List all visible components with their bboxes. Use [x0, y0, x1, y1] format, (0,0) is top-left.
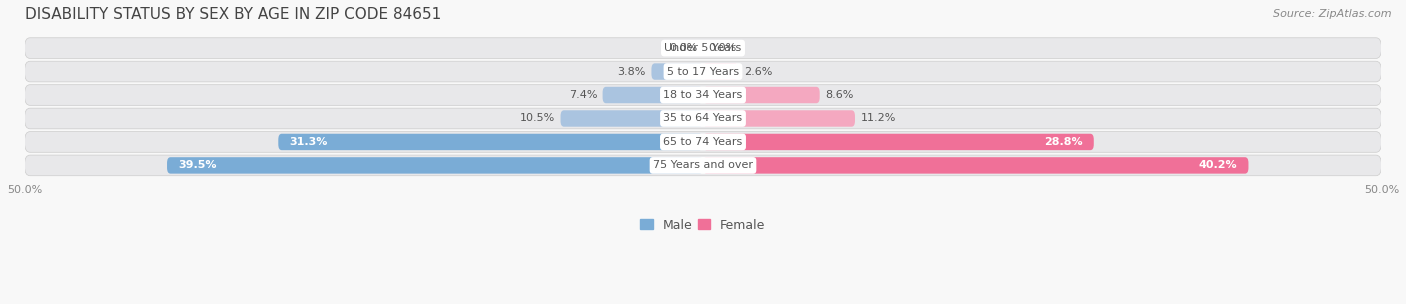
- Text: DISABILITY STATUS BY SEX BY AGE IN ZIP CODE 84651: DISABILITY STATUS BY SEX BY AGE IN ZIP C…: [24, 7, 441, 22]
- Text: Source: ZipAtlas.com: Source: ZipAtlas.com: [1274, 9, 1392, 19]
- FancyBboxPatch shape: [603, 87, 703, 103]
- Text: 75 Years and over: 75 Years and over: [652, 161, 754, 171]
- Text: 0.0%: 0.0%: [669, 43, 697, 53]
- FancyBboxPatch shape: [703, 134, 1094, 150]
- Text: 18 to 34 Years: 18 to 34 Years: [664, 90, 742, 100]
- FancyBboxPatch shape: [24, 155, 1382, 176]
- Text: 3.8%: 3.8%: [617, 67, 645, 77]
- Text: 8.6%: 8.6%: [825, 90, 853, 100]
- FancyBboxPatch shape: [703, 157, 1249, 174]
- FancyBboxPatch shape: [24, 61, 1382, 82]
- Legend: Male, Female: Male, Female: [636, 213, 770, 237]
- Text: 5 to 17 Years: 5 to 17 Years: [666, 67, 740, 77]
- Text: 65 to 74 Years: 65 to 74 Years: [664, 137, 742, 147]
- Text: 10.5%: 10.5%: [520, 113, 555, 123]
- FancyBboxPatch shape: [24, 85, 1382, 105]
- FancyBboxPatch shape: [703, 110, 855, 127]
- FancyBboxPatch shape: [703, 63, 738, 80]
- FancyBboxPatch shape: [24, 132, 1382, 152]
- Text: 2.6%: 2.6%: [744, 67, 772, 77]
- Text: 39.5%: 39.5%: [179, 161, 217, 171]
- FancyBboxPatch shape: [24, 38, 1382, 58]
- Text: 40.2%: 40.2%: [1199, 161, 1237, 171]
- Text: Under 5 Years: Under 5 Years: [665, 43, 741, 53]
- FancyBboxPatch shape: [278, 134, 703, 150]
- FancyBboxPatch shape: [651, 63, 703, 80]
- Text: 28.8%: 28.8%: [1045, 137, 1083, 147]
- FancyBboxPatch shape: [561, 110, 703, 127]
- FancyBboxPatch shape: [703, 87, 820, 103]
- FancyBboxPatch shape: [167, 157, 703, 174]
- Text: 11.2%: 11.2%: [860, 113, 896, 123]
- Text: 7.4%: 7.4%: [568, 90, 598, 100]
- Text: 0.0%: 0.0%: [709, 43, 737, 53]
- Text: 31.3%: 31.3%: [290, 137, 328, 147]
- Text: 35 to 64 Years: 35 to 64 Years: [664, 113, 742, 123]
- FancyBboxPatch shape: [24, 108, 1382, 129]
